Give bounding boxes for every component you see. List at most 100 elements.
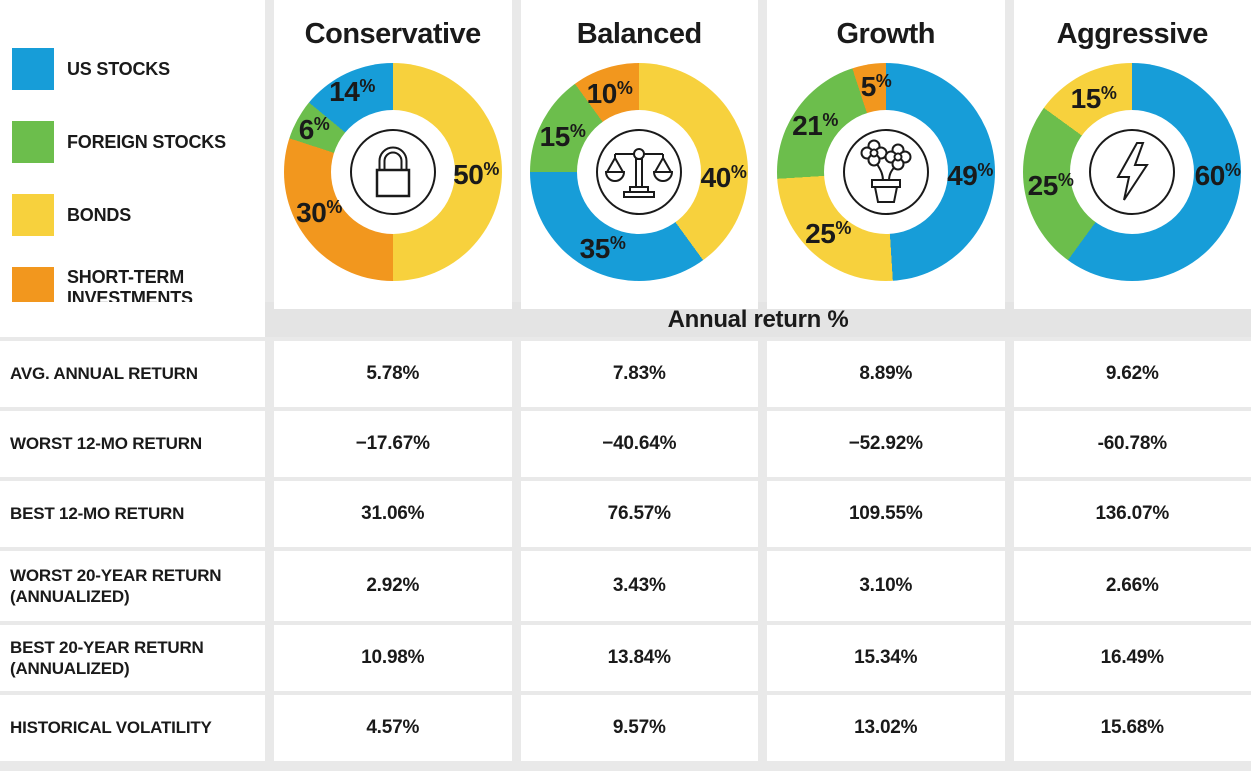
legend-swatch-bonds: [12, 194, 54, 236]
lightning-bolt-icon: [1087, 127, 1177, 217]
table-row: HISTORICAL VOLATILITY 4.57% 9.57% 13.02%…: [0, 695, 1251, 761]
table-row-label: BEST 20-YEAR RETURN (ANNUALIZED): [0, 625, 265, 691]
donut-hole-aggressive: [1070, 110, 1195, 234]
slice-label-short-term-investments: 10%: [587, 78, 633, 110]
percent-sign: %: [730, 162, 747, 182]
legend-label-foreign-stocks: FOREIGN STOCKS: [67, 131, 226, 152]
legend-item-bonds: BONDS: [12, 194, 265, 236]
slice-label-bonds: 25%: [805, 218, 851, 250]
slice-value: 6: [298, 114, 315, 145]
percent-sign: %: [569, 121, 586, 141]
slice-label-foreign-stocks: 15%: [540, 121, 586, 153]
table-cell: 9.57%: [520, 695, 758, 761]
table-row-label: AVG. ANNUAL RETURN: [0, 341, 265, 407]
chart-title-growth: Growth: [836, 18, 936, 50]
slice-value: 25: [1027, 170, 1059, 201]
table-cell: 10.98%: [274, 625, 512, 691]
table-cell: 2.92%: [274, 551, 512, 621]
legend: US STOCKS FOREIGN STOCKS BONDS SHORT-TER…: [0, 0, 265, 309]
donut-hole-conservative: [330, 110, 455, 234]
plant-icon: [841, 127, 931, 217]
percent-sign: %: [875, 71, 892, 91]
table-cell: -60.78%: [1013, 411, 1251, 477]
chart-panel-conservative: Conservative 14% 6% 30% 50%: [274, 0, 512, 309]
slice-label-foreign-stocks: 25%: [1028, 170, 1074, 202]
percent-sign: %: [977, 160, 993, 180]
table-cell: 5.78%: [274, 341, 512, 407]
donut-hole-growth: [823, 110, 948, 234]
slice-value: 30: [296, 197, 327, 228]
table-cell: 31.06%: [274, 481, 512, 547]
slice-value: 50: [453, 159, 484, 190]
table-row: BEST 12-MO RETURN 31.06% 76.57% 109.55% …: [0, 481, 1251, 547]
donut-hole-balanced: [577, 110, 702, 234]
percent-sign: %: [483, 159, 499, 179]
slice-value: 60: [1194, 160, 1226, 191]
table-row: BEST 20-YEAR RETURN (ANNUALIZED) 10.98% …: [0, 625, 1251, 691]
chart-panel-balanced: Balanced 10% 15% 35% 40%: [520, 0, 758, 309]
chart-panel-growth: Growth: [767, 0, 1005, 309]
slice-value: 5: [860, 71, 877, 102]
table-cell: 13.84%: [520, 625, 758, 691]
table-cell: 3.43%: [520, 551, 758, 621]
chart-title-conservative: Conservative: [304, 18, 482, 50]
slice-label-us-stocks: 14%: [329, 76, 375, 108]
percent-sign: %: [1057, 170, 1074, 190]
slice-label-bonds: 15%: [1071, 83, 1117, 115]
table-cell: 3.10%: [767, 551, 1005, 621]
percent-sign: %: [616, 78, 633, 98]
slice-label-foreign-stocks: 6%: [299, 114, 330, 146]
table-row-label: WORST 20-YEAR RETURN (ANNUALIZED): [0, 551, 265, 621]
legend-label-bonds: BONDS: [67, 204, 132, 225]
legend-label-us-stocks: US STOCKS: [67, 58, 170, 79]
charts-section: US STOCKS FOREIGN STOCKS BONDS SHORT-TER…: [0, 0, 1251, 309]
table-cell: 136.07%: [1013, 481, 1251, 547]
slice-label-short-term-investments: 5%: [861, 71, 892, 103]
slice-value: 15: [1070, 83, 1102, 114]
table-cell: 9.62%: [1013, 341, 1251, 407]
percent-sign: %: [1100, 83, 1117, 103]
legend-swatch-foreign-stocks: [12, 121, 54, 163]
table-cell: 4.57%: [274, 695, 512, 761]
table-row-label: BEST 12-MO RETURN: [0, 481, 265, 547]
table-cell: 8.89%: [767, 341, 1005, 407]
slice-value: 15: [539, 121, 571, 152]
scale-icon: [594, 127, 684, 217]
table-row: WORST 20-YEAR RETURN (ANNUALIZED) 2.92% …: [0, 551, 1251, 621]
percent-sign: %: [313, 114, 330, 134]
slice-label-us-stocks: 35%: [580, 233, 626, 265]
table-cell: −40.64%: [520, 411, 758, 477]
slice-label-bonds: 40%: [701, 162, 747, 194]
table-cell: 109.55%: [767, 481, 1005, 547]
table-header-spacer: [0, 302, 265, 337]
slice-value: 35: [579, 233, 611, 264]
table-row: AVG. ANNUAL RETURN 5.78% 7.83% 8.89% 9.6…: [0, 341, 1251, 407]
slice-value: 21: [792, 110, 823, 141]
lock-icon: [348, 127, 438, 217]
slice-label-us-stocks: 49%: [947, 160, 993, 192]
percent-sign: %: [359, 76, 375, 96]
slice-value: 40: [700, 162, 732, 193]
slice-label-foreign-stocks: 21%: [792, 110, 838, 142]
table-cell: 2.66%: [1013, 551, 1251, 621]
table-cell: −17.67%: [274, 411, 512, 477]
chart-title-aggressive: Aggressive: [1056, 18, 1209, 50]
percent-sign: %: [835, 218, 851, 238]
table-row-label: WORST 12-MO RETURN: [0, 411, 265, 477]
slice-value: 49: [947, 160, 978, 191]
table-cell: 7.83%: [520, 341, 758, 407]
table-cell: 15.34%: [767, 625, 1005, 691]
table-cell: 13.02%: [767, 695, 1005, 761]
table-row-label: HISTORICAL VOLATILITY: [0, 695, 265, 761]
slice-label-bonds: 50%: [453, 159, 499, 191]
slice-value: 25: [805, 218, 836, 249]
slice-value: 14: [329, 76, 360, 107]
table-cell: 15.68%: [1013, 695, 1251, 761]
percent-sign: %: [609, 233, 626, 253]
slice-label-us-stocks: 60%: [1195, 160, 1241, 192]
table-cell: 76.57%: [520, 481, 758, 547]
chart-title-balanced: Balanced: [576, 18, 702, 50]
table-header-title: Annual return %: [667, 305, 849, 333]
table-row: WORST 12-MO RETURN −17.67% −40.64% −52.9…: [0, 411, 1251, 477]
